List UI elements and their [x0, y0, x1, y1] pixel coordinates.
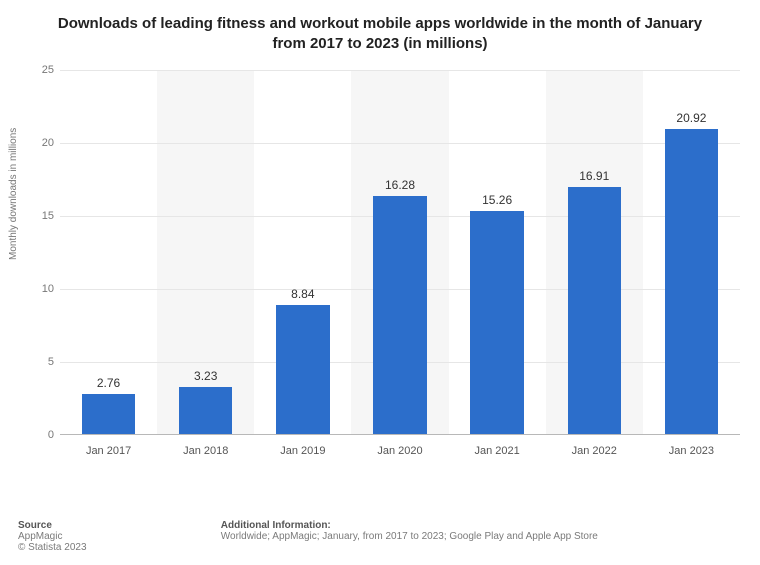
chart-title: Downloads of leading fitness and workout… [0, 0, 760, 61]
y-axis-label: Monthly downloads in millions [8, 128, 19, 260]
bar: 15.26 [470, 211, 523, 434]
gridline [60, 143, 740, 144]
plot-area: 2.76 3.23 8.84 16.28 15.26 16.91 20.92 [60, 70, 740, 435]
source-heading: Source [18, 520, 218, 531]
bar-value-label: 15.26 [470, 193, 523, 207]
additional-info-heading: Additional Information: [221, 520, 701, 531]
bar: 20.92 [665, 129, 718, 434]
y-tick-label: 0 [48, 429, 54, 441]
bar-value-label: 16.28 [373, 178, 426, 192]
x-tick-label: Jan 2018 [157, 445, 254, 457]
bar: 3.23 [179, 387, 232, 434]
x-tick-label: Jan 2022 [546, 445, 643, 457]
y-tick-label: 10 [42, 283, 54, 295]
x-tick-label: Jan 2020 [351, 445, 448, 457]
bar: 16.91 [568, 187, 621, 434]
bar-value-label: 8.84 [276, 287, 329, 301]
bar-value-label: 2.76 [82, 376, 135, 390]
y-tick-label: 20 [42, 137, 54, 149]
y-tick-label: 15 [42, 210, 54, 222]
additional-info-text: Worldwide; AppMagic; January, from 2017 … [221, 531, 701, 542]
source-name: AppMagic [18, 531, 218, 542]
chart-footer: Source AppMagic © Statista 2023 Addition… [18, 520, 738, 553]
chart-area: 2.76 3.23 8.84 16.28 15.26 16.91 20.92 Jan 201… [60, 70, 740, 480]
x-tick-label: Jan 2019 [254, 445, 351, 457]
bar: 8.84 [276, 305, 329, 434]
gridline [60, 70, 740, 71]
x-tick-label: Jan 2021 [449, 445, 546, 457]
y-tick-label: 25 [42, 64, 54, 76]
bar: 2.76 [82, 394, 135, 434]
copyright-text: © Statista 2023 [18, 542, 218, 553]
bar-value-label: 16.91 [568, 169, 621, 183]
y-tick-label: 5 [48, 356, 54, 368]
bar-value-label: 3.23 [179, 369, 232, 383]
x-tick-label: Jan 2023 [643, 445, 740, 457]
bar: 16.28 [373, 196, 426, 434]
bar-value-label: 20.92 [665, 111, 718, 125]
x-tick-label: Jan 2017 [60, 445, 157, 457]
